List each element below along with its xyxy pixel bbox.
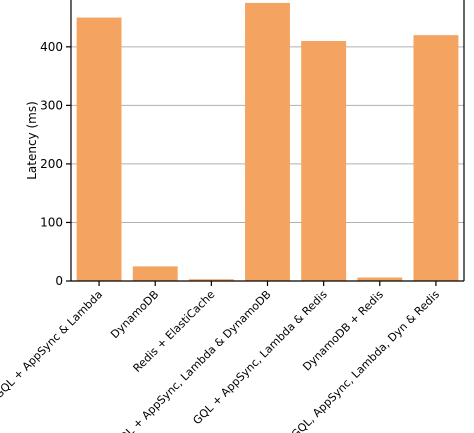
bars — [76, 2, 459, 281]
y-ticks: 0 100 200 300 400 — [40, 40, 71, 288]
bar-3 — [245, 2, 290, 281]
y-tick-label-0: 0 — [55, 274, 63, 288]
bar-2 — [188, 279, 234, 281]
bar-5 — [357, 277, 403, 281]
bar-1 — [132, 266, 178, 281]
y-tick-label-2: 200 — [40, 157, 63, 171]
bar-4 — [301, 40, 347, 281]
x-tick-label-1: DynamoDB — [108, 288, 161, 341]
bar-6 — [413, 35, 459, 281]
y-axis-label: Latency (ms) — [25, 101, 39, 180]
x-tick-label-0: GQL + AppSync & Lambda — [0, 288, 105, 401]
bar-0 — [76, 17, 122, 281]
y-tick-label-3: 300 — [40, 98, 63, 112]
y-tick-label-1: 100 — [40, 215, 63, 229]
y-tick-label-4: 400 — [40, 40, 63, 54]
